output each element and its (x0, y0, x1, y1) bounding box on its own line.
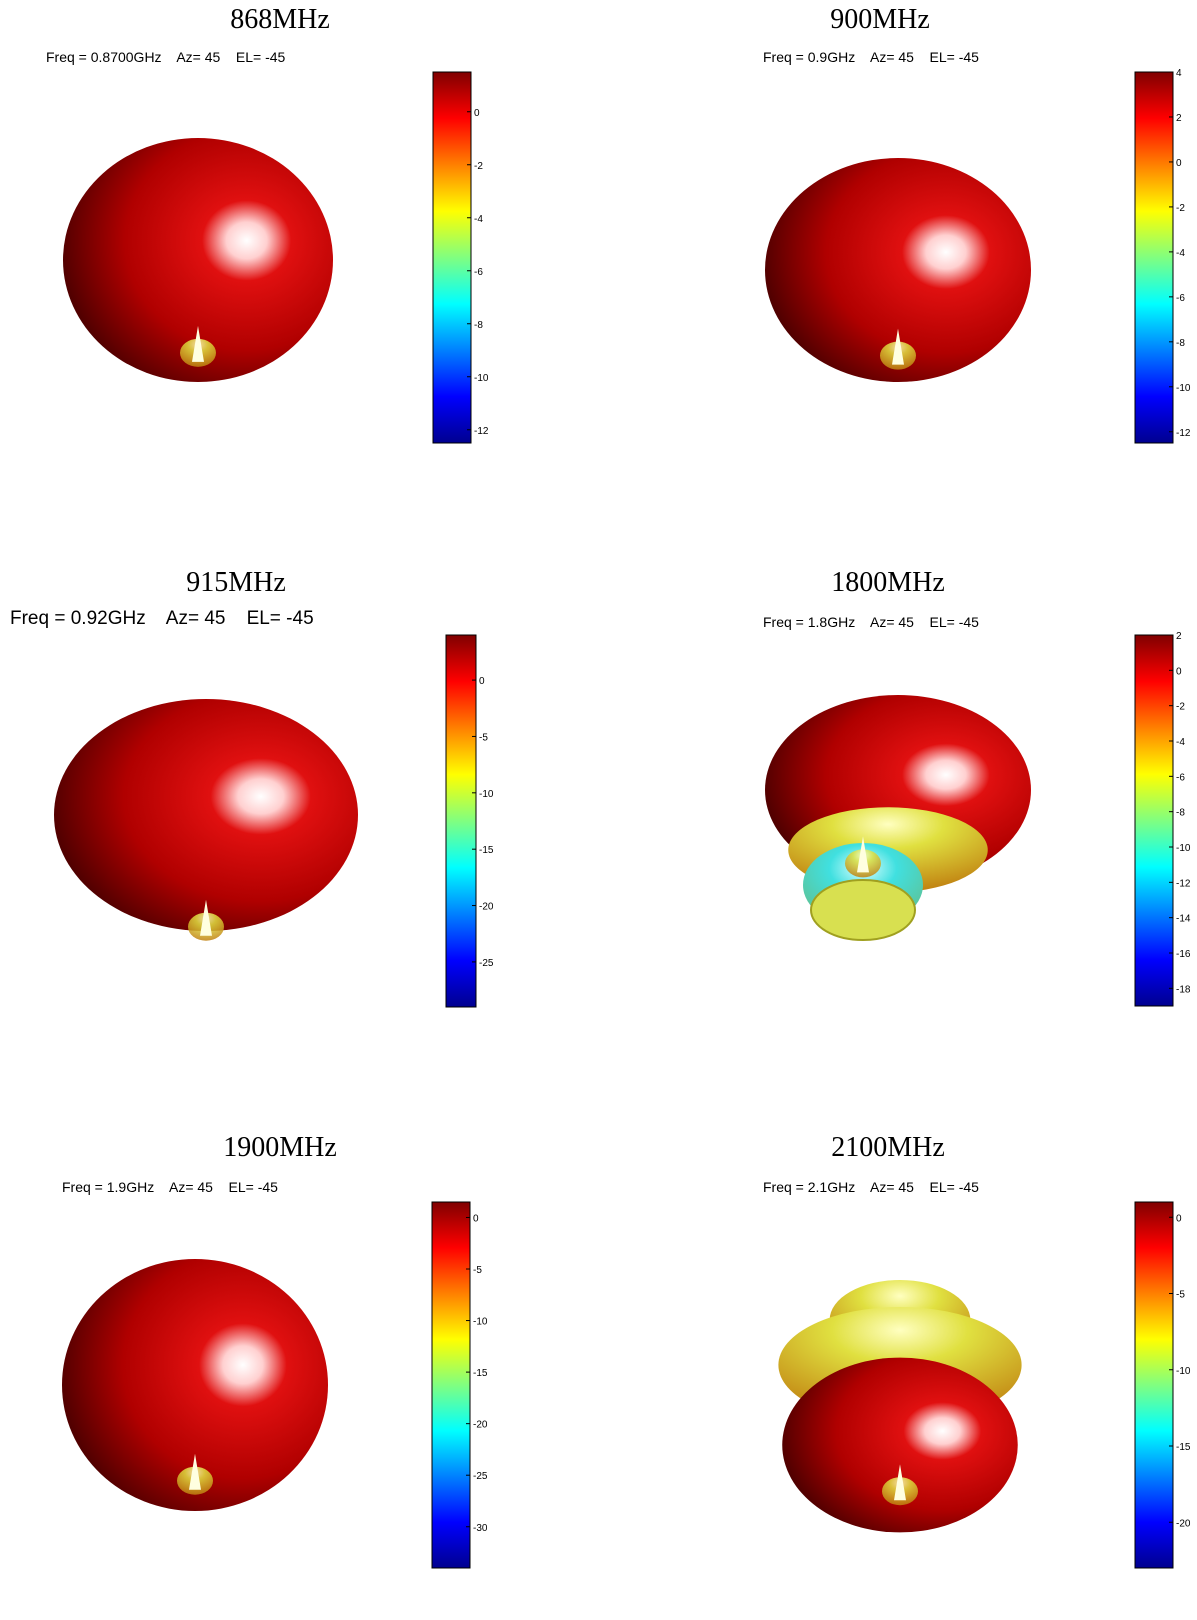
radiation-surface (765, 695, 1031, 941)
radiation-pattern-plot: Freq = 0.9GHz Az= 45 EL= -45 4 2 0 -2 -4 -6 -8 -… (763, 49, 1191, 444)
panel-title: 1800MHz (831, 567, 945, 598)
lobe-main (63, 138, 333, 382)
plot-caption: Freq = 0.8700GHz Az= 45 EL= -45 (46, 49, 286, 65)
colorbar-tick-label: 0 (1176, 158, 1182, 169)
colorbar-tick-label: -15 (473, 1368, 488, 1379)
lobe-main (54, 699, 358, 931)
colorbar-tick-label: -8 (1176, 338, 1185, 349)
colorbar-tick-label: -25 (479, 958, 494, 969)
null-cone-tip (892, 328, 904, 365)
colorbar-scale (431, 1201, 471, 1569)
colorbar-tick-label: -4 (474, 214, 483, 225)
radiation-pattern-plot: Freq = 1.9GHz Az= 45 EL= -45 0 -5 -10 -15 -20… (62, 1179, 488, 1569)
null-cone-tip (189, 1453, 201, 1490)
colorbar-tick-label: -5 (1176, 1290, 1185, 1301)
colorbar-scale (445, 634, 477, 1008)
colorbar: 0 -5 -10 -15 -20 -25 (445, 634, 494, 1008)
colorbar-tick-label: -10 (1176, 1366, 1191, 1377)
colorbar: 0 -2 -4 -6 -8 -10 -12 (432, 71, 489, 444)
colorbar-tick-label: -20 (1176, 1518, 1191, 1529)
colorbar-tick-label: 0 (474, 108, 480, 119)
colorbar-tick-label: -18 (1176, 984, 1191, 995)
colorbar-tick-label: -6 (474, 267, 483, 278)
colorbar-tick-label: -20 (479, 902, 494, 913)
colorbar-tick-label: -10 (473, 1317, 488, 1328)
colorbar-tick-label: -6 (1176, 293, 1185, 304)
colorbar-tick-label: -15 (479, 845, 494, 856)
colorbar-tick-label: -4 (1176, 737, 1185, 748)
colorbar-tick-label: -5 (479, 732, 488, 743)
colorbar-tick-label: 2 (1176, 631, 1182, 642)
radiation-surface (54, 699, 358, 941)
radiation-surface (63, 138, 333, 382)
colorbar-scale (1134, 634, 1174, 1007)
colorbar-tick-label: -12 (1176, 878, 1191, 889)
radiation-pattern-plot: Freq = 0.8700GHz Az= 45 EL= -45 0 -2 -4 -6 -8… (46, 49, 489, 444)
radiation-surface (778, 1280, 1022, 1533)
colorbar: 4 2 0 -2 -4 -6 -8 -10 -12 (1134, 68, 1191, 444)
plot-panel-868mhz: 868MHz Freq = 0.8700GHz Az= 45 EL= -45 0 -… (30, 0, 590, 490)
lobe-main (62, 1259, 328, 1511)
lobe-lower (782, 1357, 1018, 1533)
radiation-pattern-plot: Freq = 0.92GHz Az= 45 EL= -45 0 -5 -10 -15 -2… (10, 608, 494, 1008)
colorbar-tick-label: -2 (1176, 702, 1185, 713)
plot-panel-1800mhz: 1800MHz Freq = 1.8GHz Az= 45 EL= -45 2 0 -2… (630, 565, 1191, 1055)
colorbar-tick-label: -15 (1176, 1442, 1191, 1453)
colorbar-scale (1134, 1201, 1174, 1569)
colorbar-tick-label: -30 (473, 1523, 488, 1534)
colorbar-tick-label: -4 (1176, 248, 1185, 259)
plot-caption: Freq = 0.92GHz Az= 45 EL= -45 (10, 608, 314, 629)
colorbar-tick-label: 4 (1176, 68, 1182, 79)
colorbar-tick-label: -5 (473, 1265, 482, 1276)
plot-panel-2100mhz: 2100MHz Freq = 2.1GHz Az= 45 EL= -45 0 -5 -… (630, 1130, 1191, 1620)
plot-caption: Freq = 1.9GHz Az= 45 EL= -45 (62, 1179, 278, 1195)
lobe-main (765, 158, 1031, 382)
colorbar-tick-label: -2 (474, 161, 483, 172)
colorbar-scale (432, 71, 472, 444)
colorbar-scale (1134, 71, 1174, 444)
colorbar: 2 0 -2 -4 -6 -8 -10 -12 -14 -16 -18 (1134, 631, 1191, 1007)
colorbar-tick-label: -12 (474, 426, 489, 437)
colorbar: 0 -5 -10 -15 -20 -25 -30 (431, 1201, 488, 1569)
colorbar-tick-label: -25 (473, 1471, 488, 1482)
panel-title: 2100MHz (831, 1132, 945, 1163)
radiation-pattern-plot: Freq = 2.1GHz Az= 45 EL= -45 0 -5 -10 -15 -20 (763, 1179, 1191, 1569)
colorbar-tick-label: 2 (1176, 113, 1182, 124)
colorbar-tick-label: -8 (474, 320, 483, 331)
colorbar-tick-label: 0 (1176, 666, 1182, 677)
colorbar-tick-label: -16 (1176, 949, 1191, 960)
plot-caption: Freq = 2.1GHz Az= 45 EL= -45 (763, 1179, 979, 1195)
panel-title: 1900MHz (223, 1132, 337, 1163)
plot-panel-900mhz: 900MHz Freq = 0.9GHz Az= 45 EL= -45 4 2 0 -2… (630, 0, 1191, 490)
plot-panel-1900mhz: 1900MHz Freq = 1.9GHz Az= 45 EL= -45 0 -5 -… (30, 1130, 590, 1620)
null-ring (810, 879, 916, 941)
colorbar-tick-label: 0 (1176, 1213, 1182, 1224)
colorbar-tick-label: -6 (1176, 772, 1185, 783)
null-cone-tip (894, 1464, 906, 1501)
panel-title: 915MHz (186, 567, 286, 598)
radiation-pattern-plot: Freq = 1.8GHz Az= 45 EL= -45 2 0 -2 -4 -6 -8 -1… (763, 614, 1191, 1007)
plot-panel-915mhz: 915MHz Freq = 0.92GHz Az= 45 EL= -45 0 -5 -… (0, 565, 560, 1055)
colorbar-tick-label: 0 (473, 1213, 479, 1224)
colorbar-tick-label: -10 (1176, 383, 1191, 394)
colorbar-tick-label: -14 (1176, 914, 1191, 925)
colorbar-tick-label: -10 (474, 373, 489, 384)
plot-caption: Freq = 1.8GHz Az= 45 EL= -45 (763, 614, 979, 630)
colorbar-tick-label: -10 (479, 789, 494, 800)
plot-caption: Freq = 0.9GHz Az= 45 EL= -45 (763, 49, 979, 65)
panel-title: 900MHz (830, 4, 930, 35)
null-cone-tip (200, 899, 212, 936)
colorbar: 0 -5 -10 -15 -20 (1134, 1201, 1191, 1569)
null-cone-tip (192, 325, 204, 362)
colorbar-tick-label: 0 (479, 676, 485, 687)
colorbar-tick-label: -10 (1176, 843, 1191, 854)
radiation-surface (62, 1259, 328, 1511)
null-cone-tip (857, 836, 869, 873)
colorbar-tick-label: -2 (1176, 203, 1185, 214)
panel-title: 868MHz (230, 4, 330, 35)
colorbar-tick-label: -12 (1176, 428, 1191, 439)
colorbar-tick-label: -20 (473, 1420, 488, 1431)
radiation-surface (765, 158, 1031, 382)
colorbar-tick-label: -8 (1176, 808, 1185, 819)
